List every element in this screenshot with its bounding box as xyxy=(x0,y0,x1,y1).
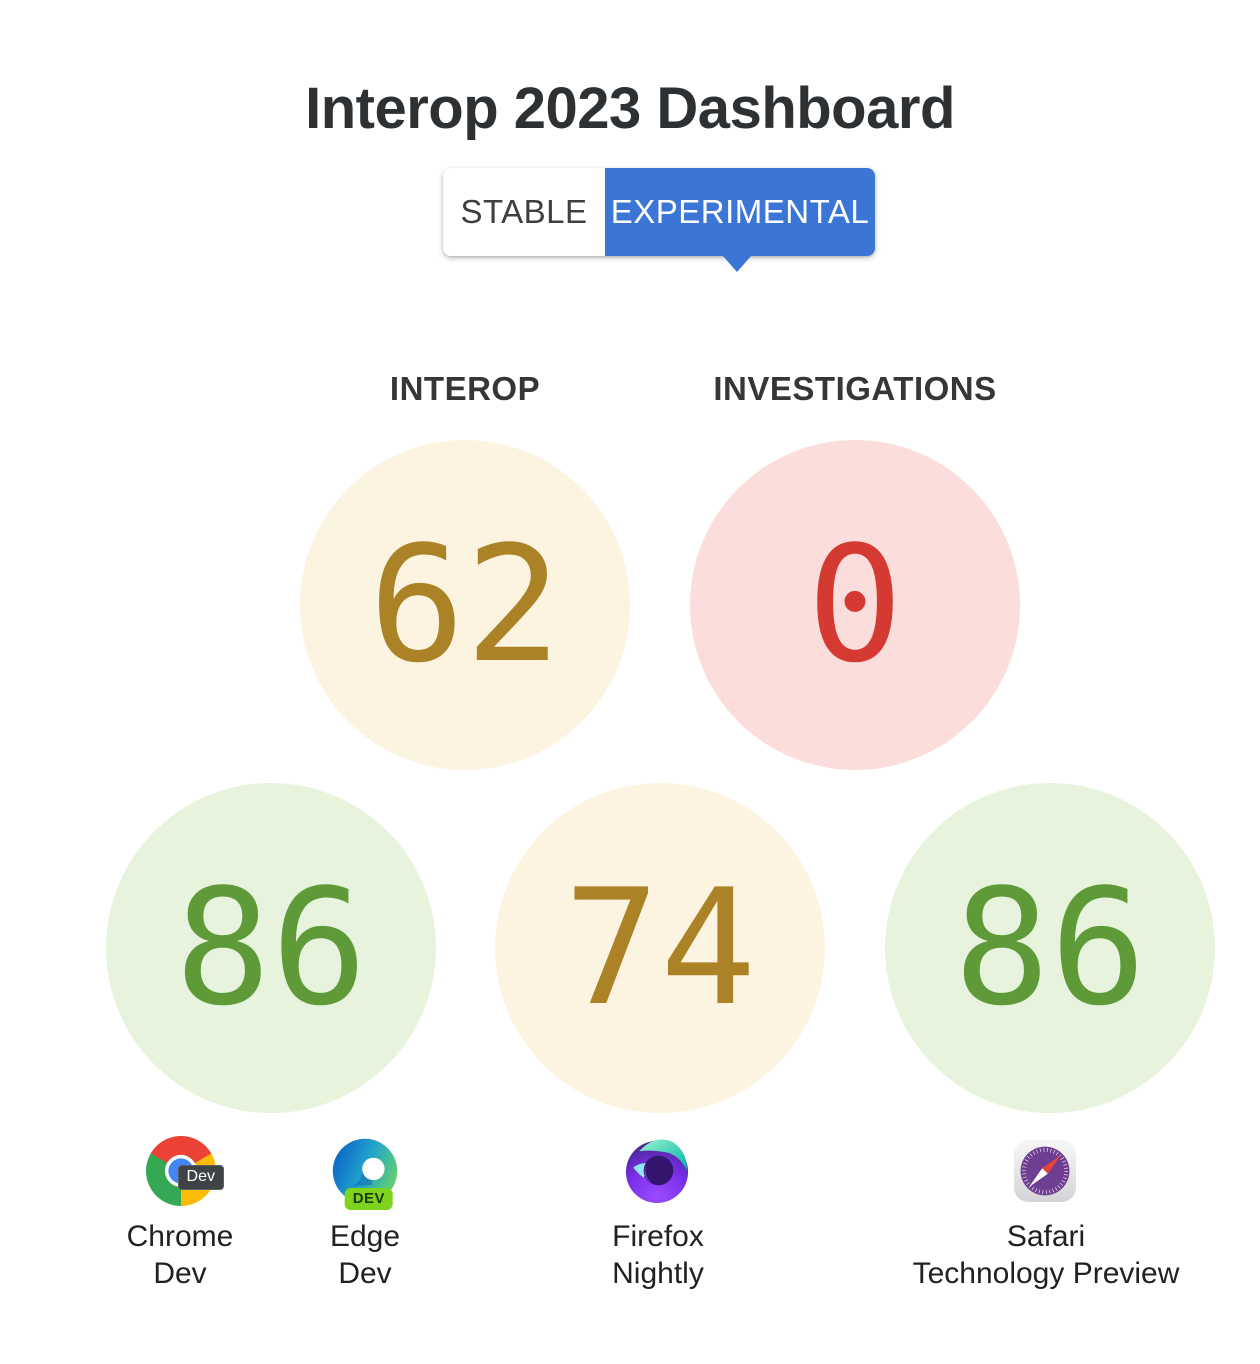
firefox-logo xyxy=(625,1139,689,1204)
chrome-dev-icon: Dev xyxy=(146,1136,224,1206)
view-toggle: STABLE EXPERIMENTAL xyxy=(443,168,875,256)
safari-technology-preview-icon xyxy=(1012,1138,1078,1204)
edge-logo xyxy=(332,1138,398,1204)
interop-section-header: INTEROP xyxy=(389,370,541,407)
chrome-dev-label: Chrome Dev xyxy=(126,1220,234,1290)
interop-total-score: 62 xyxy=(300,440,630,770)
chromium-score: 86 xyxy=(106,783,436,1113)
page-title: Interop 2023 Dashboard xyxy=(305,75,955,141)
firefox-score: 74 xyxy=(495,783,825,1113)
edge-dev-badge: DEV xyxy=(344,1188,394,1210)
safari-score: 86 xyxy=(885,783,1215,1113)
tab-stable[interactable]: STABLE xyxy=(443,168,605,256)
tab-experimental[interactable]: EXPERIMENTAL xyxy=(605,168,875,256)
firefox-nightly-icon xyxy=(620,1132,694,1206)
selected-tab-pointer xyxy=(722,255,752,272)
investigations-section-header: INVESTIGATIONS xyxy=(713,370,997,407)
firefox-nightly-label: Firefox Nightly xyxy=(612,1220,704,1290)
safari-logo xyxy=(1013,1139,1077,1203)
chrome-dev-badge: Dev xyxy=(177,1165,224,1190)
investigations-score: 0 xyxy=(690,440,1020,770)
safari-technology-preview-label: Safari Technology Preview xyxy=(912,1220,1180,1290)
edge-dev-icon: DEV xyxy=(330,1136,400,1210)
edge-dev-label: Edge Dev xyxy=(329,1220,401,1290)
